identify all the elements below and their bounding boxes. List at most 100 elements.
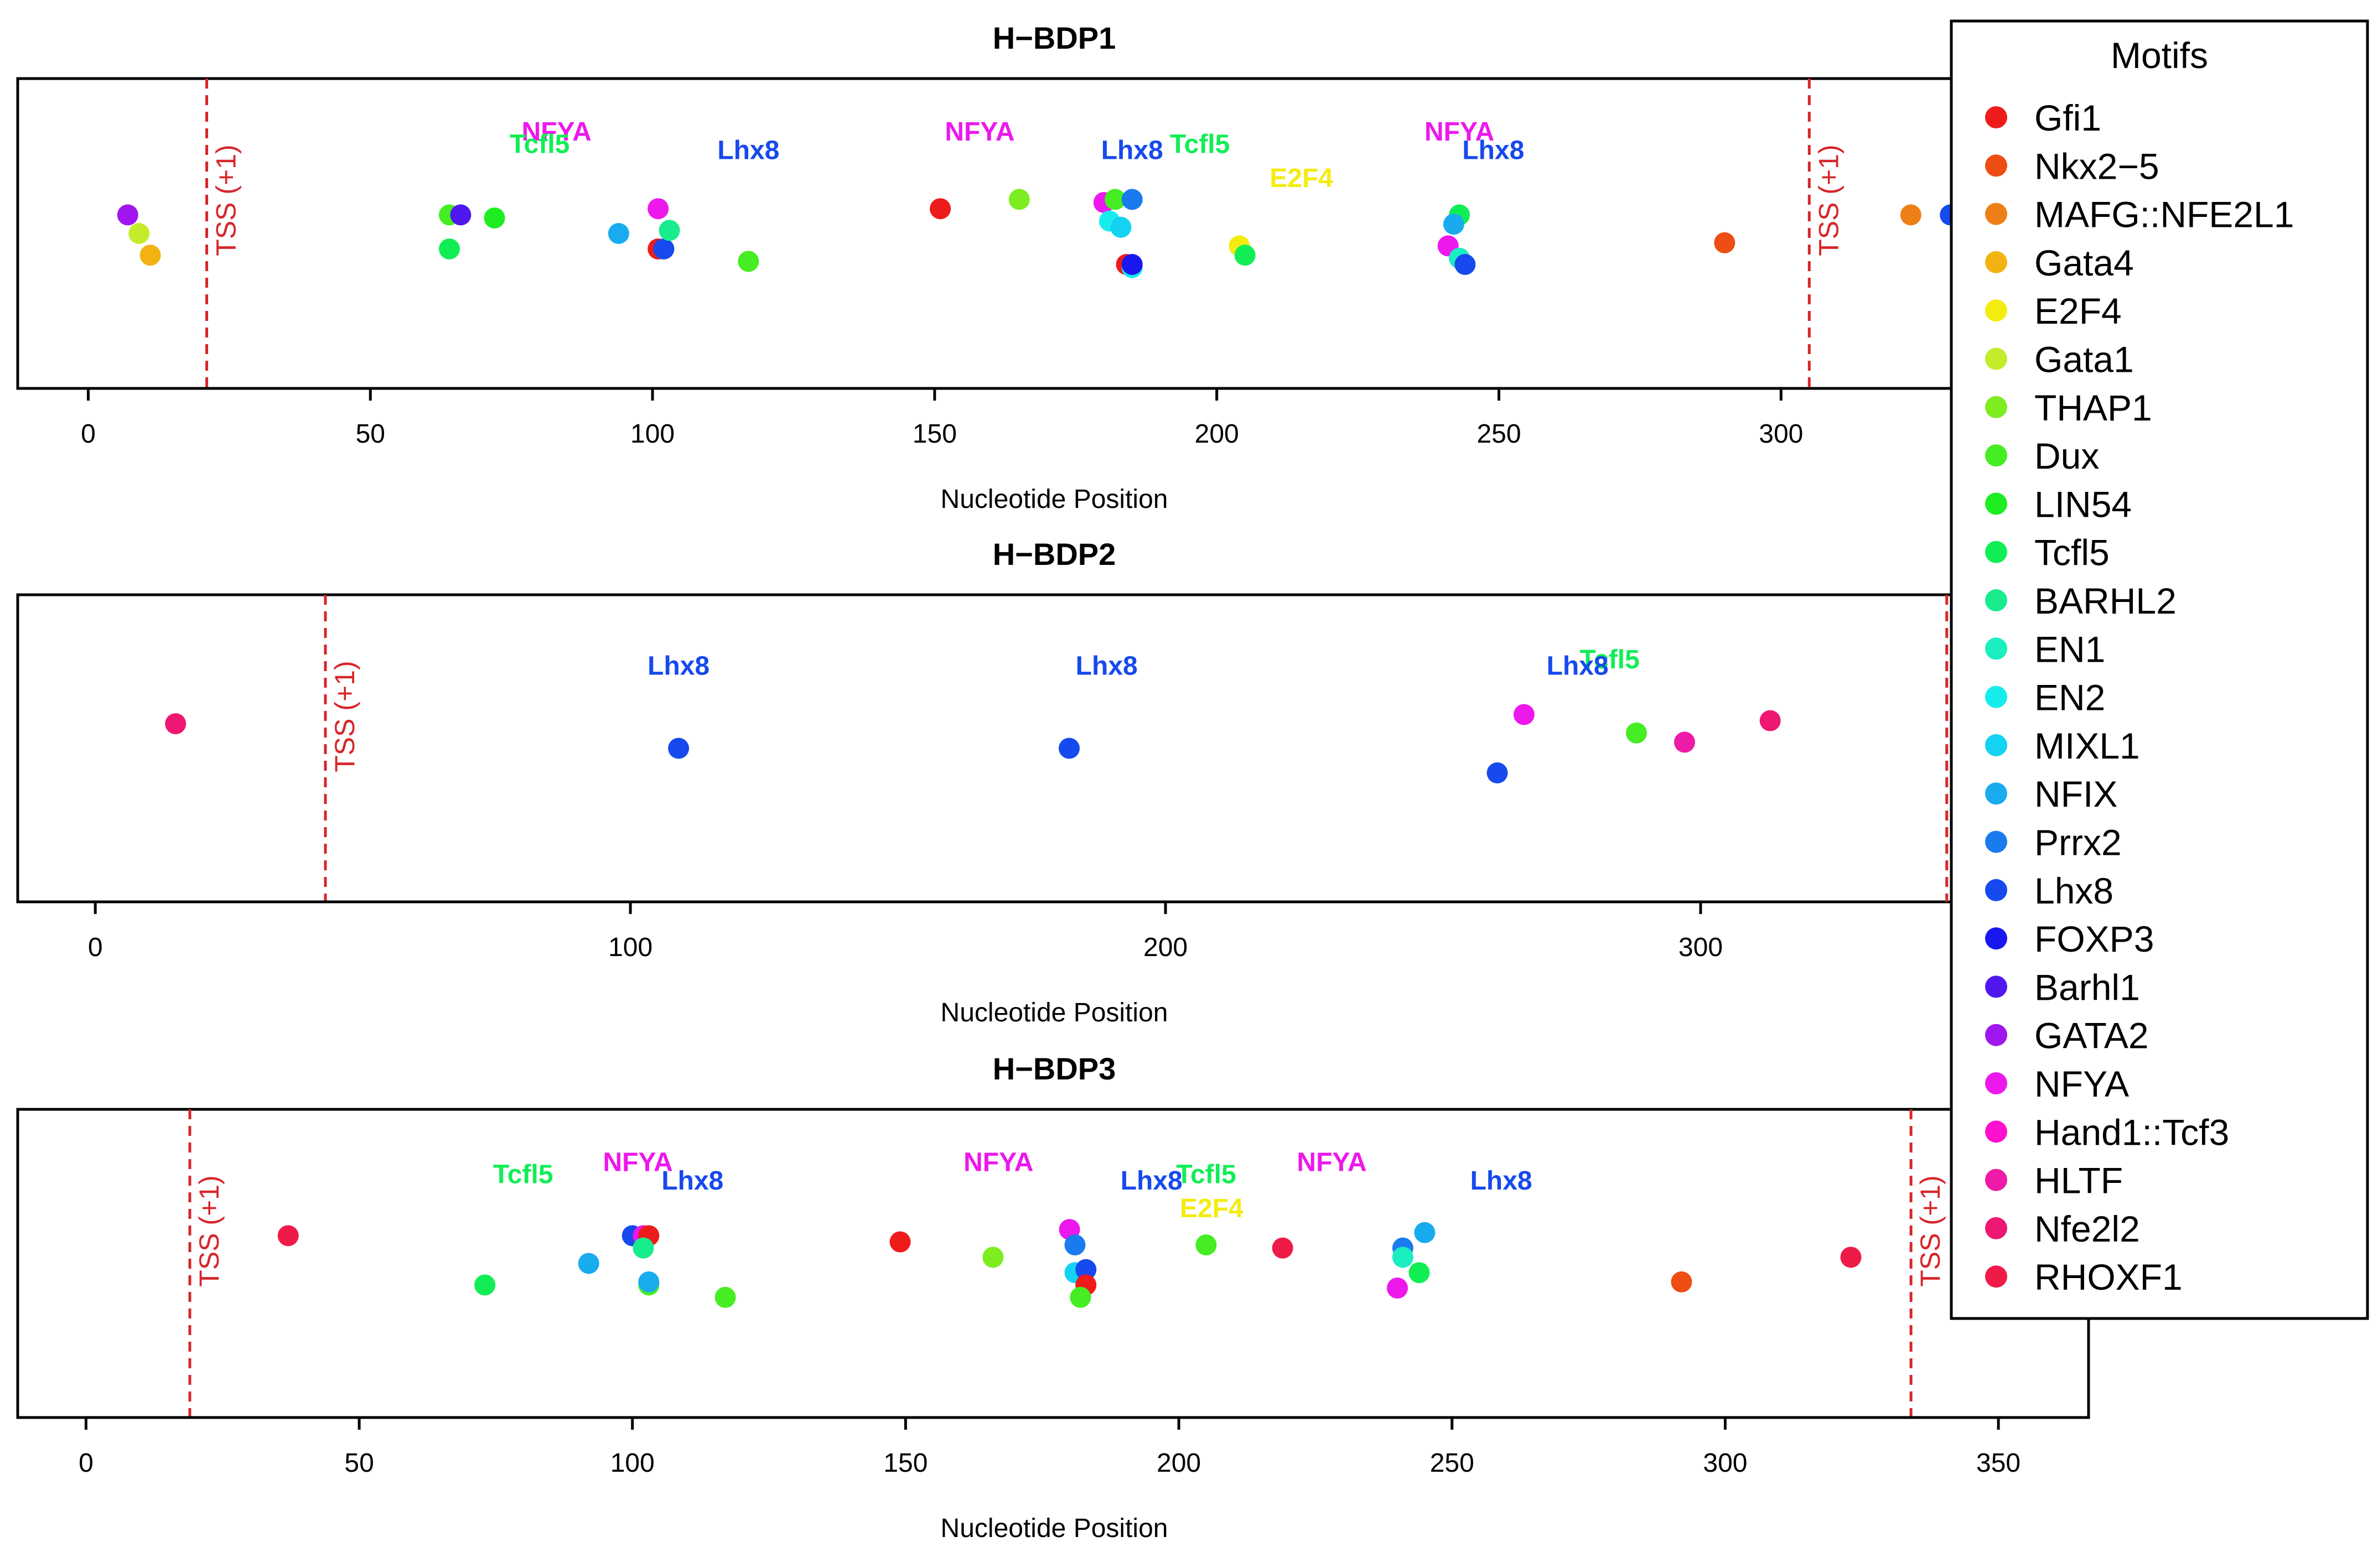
panel1-point-nfya	[647, 198, 669, 220]
panel2-annotation-lhx8: Lhx8	[647, 651, 709, 681]
legend-swatch-hand1-tcf3	[1985, 1120, 2007, 1143]
legend-label: NFYA	[2034, 1063, 2129, 1104]
panel2-point-nfe2l2	[1759, 710, 1781, 731]
legend-label: LIN54	[2034, 484, 2132, 525]
panel1-point-gata1	[128, 223, 150, 244]
panel2-title: H−BDP2	[993, 537, 1116, 572]
legend-label: MAFG::NFE2L1	[2034, 194, 2294, 235]
legend-label: GATA2	[2034, 1015, 2149, 1056]
panel1-annotation-lhx8: Lhx8	[1462, 136, 1524, 165]
panel1-x-tick-label: 100	[630, 419, 675, 449]
legend-label: THAP1	[2034, 387, 2152, 428]
panel2-point-lhx8	[668, 738, 690, 759]
legend-swatch-rhoxf1	[1985, 1265, 2007, 1288]
legend-title: Motifs	[2111, 35, 2208, 76]
panel3-plot-frame	[16, 1108, 2090, 1419]
panel3-point-rhoxf1	[1840, 1247, 1862, 1268]
legend-swatch-nkx2-5	[1985, 154, 2007, 177]
panel1-point-nfix	[1443, 214, 1464, 235]
legend-swatch-nfe2l2	[1985, 1217, 2007, 1239]
panel1-point-gfi1	[930, 198, 951, 220]
panel1-x-tick-label: 50	[356, 419, 385, 449]
panel1-point-barhl2	[659, 220, 680, 241]
panel1-x-tick-label: 0	[81, 419, 96, 449]
panel1-tss-label: TSS (+1)	[211, 144, 242, 256]
legend-label: Lhx8	[2034, 870, 2113, 911]
panel3-point-prrx2	[1064, 1234, 1086, 1256]
panel1-tss-label: TSS (+1)	[1813, 144, 1844, 256]
legend-label: Nkx2−5	[2034, 146, 2159, 186]
panel1-point-gata4	[139, 245, 161, 266]
legend-swatch-lin54	[1985, 492, 2007, 515]
legend-swatch-en1	[1985, 637, 2007, 660]
panel1-point-tcfl5	[1234, 245, 1256, 266]
legend-label: Tcfl5	[2034, 532, 2110, 573]
legend-label: Dux	[2034, 435, 2099, 476]
panel3-point-lhx8	[1075, 1259, 1097, 1280]
legend-swatch-gata1	[1985, 347, 2007, 370]
panel3-annotation-nfya: NFYA	[1297, 1148, 1366, 1177]
legend-label: BARHL2	[2034, 580, 2177, 621]
panel1-point-nfix	[608, 223, 629, 244]
legend-swatch-foxp3	[1985, 927, 2007, 950]
panel1-x-tick-label: 250	[1476, 419, 1521, 449]
panel2-x-tick-label: 100	[608, 933, 652, 962]
panel3-title: H−BDP3	[993, 1051, 1116, 1086]
panel1-point-foxp3	[1121, 254, 1143, 275]
panel1-x-tick-label: 300	[1759, 419, 1803, 449]
panel2-point-hltf	[1674, 731, 1695, 753]
panel1-annotation-nfya: NFYA	[1424, 117, 1494, 147]
legend-box	[1950, 19, 2369, 1320]
panel2-x-axis-label: Nucleotide Position	[941, 998, 1168, 1027]
panel3-point-nfya	[1387, 1278, 1408, 1299]
legend-swatch-prrx2	[1985, 830, 2007, 853]
panel3-x-tick-label: 150	[883, 1448, 928, 1478]
panel1-point-prrx2	[1121, 189, 1143, 210]
legend-label: MIXL1	[2034, 725, 2140, 766]
panel3-annotation-e2f4: E2F4	[1180, 1194, 1244, 1223]
panel3-point-en1	[1392, 1247, 1413, 1268]
panel3-x-tick-label: 200	[1157, 1448, 1201, 1478]
panel1-point-lhx8	[653, 238, 675, 259]
legend-label: Barhl1	[2034, 967, 2140, 1008]
legend-swatch-en2	[1985, 686, 2007, 708]
panel2-plot-frame	[16, 593, 2090, 904]
panel1-point-tcfl5	[439, 238, 460, 259]
panel3-point-dux	[1070, 1286, 1091, 1308]
legend-swatch-hltf	[1985, 1169, 2007, 1191]
panel1-point-gata2	[117, 204, 138, 226]
panel2-x-tick-label: 200	[1143, 933, 1188, 962]
panel1-plot-frame	[16, 77, 2090, 390]
panel2-point-lhx8	[1059, 738, 1080, 759]
panel3-tss-label: TSS (+1)	[1915, 1175, 1946, 1286]
panel1-annotation-lhx8: Lhx8	[1101, 136, 1163, 165]
panel1-annotation-tcfl5: Tcfl5	[510, 129, 569, 159]
panel2-annotation-lhx8: Lhx8	[1547, 651, 1609, 681]
panel2-annotation-tcfl5: Tcfl5	[1579, 645, 1639, 674]
panel1-annotation-e2f4: E2F4	[1270, 164, 1333, 193]
legend-label: Gata1	[2034, 339, 2134, 380]
panel2-annotation-lhx8: Lhx8	[1076, 651, 1138, 681]
panel3-tss-label: TSS (+1)	[194, 1175, 225, 1286]
panel1-point-thap1	[1008, 189, 1030, 210]
legend-label: Gfi1	[2034, 97, 2101, 138]
panel3-point-barhl2	[633, 1237, 654, 1259]
panel1-point-dux	[738, 251, 759, 272]
panel1-annotation-nfya: NFYA	[522, 117, 592, 147]
legend-label: EN1	[2034, 629, 2105, 669]
panel1-title: H−BDP1	[993, 20, 1116, 55]
legend-label: EN2	[2034, 677, 2105, 718]
panel3-annotation-nfya: NFYA	[963, 1148, 1033, 1177]
legend-label: NFIX	[2034, 773, 2117, 814]
panel1-point-mixl1	[1110, 216, 1132, 238]
panel3-point-rhoxf1	[277, 1225, 299, 1247]
panel1-point-nkx2-5	[1714, 232, 1735, 253]
panel2-point-lhx8	[1486, 762, 1508, 783]
panel1-point-barhl1	[450, 204, 472, 226]
legend-label: Hand1::Tcf3	[2034, 1112, 2229, 1152]
panel1-x-axis-label: Nucleotide Position	[941, 485, 1168, 514]
panel1-point-mafg-nfe2l1	[1900, 204, 1921, 226]
legend-swatch-mixl1	[1985, 734, 2007, 756]
panel3-x-tick-label: 100	[610, 1448, 655, 1478]
